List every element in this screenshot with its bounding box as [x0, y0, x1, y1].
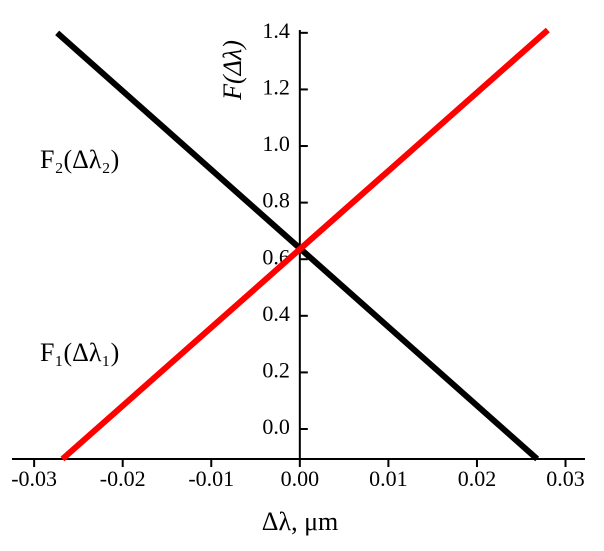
y-axis-label: F(Δλ)	[218, 40, 247, 101]
x-axis-label: Δλ, μm	[262, 507, 339, 536]
x-tick-label: -0.02	[100, 466, 146, 491]
y-tick-label: 1.0	[262, 131, 290, 156]
x-tick-label: -0.01	[188, 466, 234, 491]
x-tick-label: 0.02	[458, 466, 497, 491]
y-tick-label: 0.0	[262, 414, 290, 439]
x-tick-label: 0.01	[369, 466, 408, 491]
line	[55, 30, 540, 462]
y-tick-label: 0.2	[262, 357, 290, 382]
x-tick-label: 0.03	[546, 466, 585, 491]
x-tick-label: 0.00	[281, 466, 320, 491]
y-tick-label: 1.2	[262, 74, 290, 99]
annotation: F₁(Δλ₁)	[40, 338, 119, 367]
line	[60, 27, 550, 462]
y-tick-label: 0.8	[262, 188, 290, 213]
y-tick-label: 0.4	[262, 301, 290, 326]
x-tick-label: -0.03	[11, 466, 57, 491]
y-tick-label: 1.4	[262, 18, 290, 43]
annotation: F₂(Δλ₂)	[40, 145, 119, 174]
